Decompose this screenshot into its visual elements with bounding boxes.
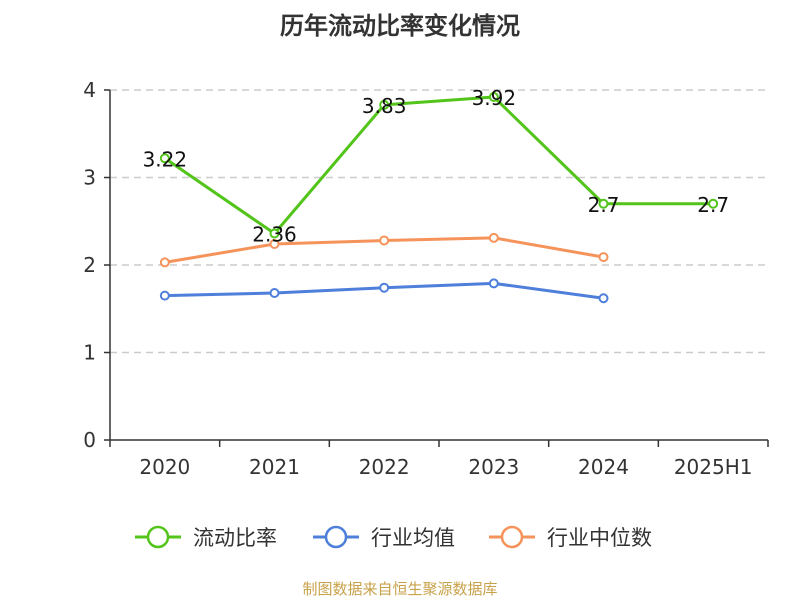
legend[interactable]: 流动比率 行业均值 行业中位数 — [135, 525, 652, 550]
data-point[interactable] — [269, 239, 280, 249]
axes: 0 1 2 3 4 2020 2021 2022 2023 2024 2025H1 — [83, 78, 769, 479]
data-label: 2.36 — [252, 223, 297, 247]
x-tick-label-2023: 2023 — [468, 455, 519, 479]
data-label: 2.7 — [697, 193, 729, 217]
data-point[interactable] — [159, 153, 170, 164]
x-tick-label-2022: 2022 — [359, 455, 410, 479]
data-label: 2.7 — [588, 193, 620, 217]
series-line-0 — [163, 95, 714, 235]
x-tick-label-2020: 2020 — [139, 455, 190, 479]
data-point[interactable] — [269, 228, 280, 239]
data-point[interactable] — [708, 198, 719, 209]
data-label: 3.92 — [472, 86, 517, 110]
legend-item-1[interactable]: 行业均值 — [313, 525, 455, 550]
y-tick-label-2: 2 — [83, 253, 96, 277]
legend-label: 流动比率 — [193, 526, 277, 550]
data-label: 3.22 — [143, 147, 188, 171]
x-tick-label-2024: 2024 — [578, 455, 629, 479]
legend-marker-icon — [324, 525, 348, 549]
x-tick-label-2021: 2021 — [249, 455, 300, 479]
data-point[interactable] — [488, 232, 499, 243]
y-tick-label-1: 1 — [83, 341, 96, 365]
chart-title: 历年流动比率变化情况 — [280, 12, 520, 40]
data-point[interactable] — [598, 198, 609, 209]
data-point[interactable] — [269, 288, 280, 298]
y-tick-label-4: 4 — [83, 78, 96, 102]
source-note: 制图数据来自恒生聚源数据库 — [302, 580, 498, 598]
legend-label: 行业均值 — [371, 526, 455, 550]
data-labels: 3.22 2.36 3.83 3.92 2.7 2.7 — [143, 86, 730, 247]
series-lines — [159, 92, 719, 304]
data-point[interactable] — [379, 235, 390, 246]
legend-item-2[interactable]: 行业中位数 — [489, 525, 652, 550]
data-point[interactable] — [488, 278, 499, 289]
data-point[interactable] — [159, 257, 170, 268]
grid-lines — [110, 89, 768, 354]
data-point[interactable] — [598, 293, 609, 304]
data-point[interactable] — [379, 99, 390, 110]
legend-marker-icon — [146, 525, 170, 549]
data-point[interactable] — [159, 290, 170, 301]
legend-label: 行业中位数 — [547, 526, 652, 550]
data-point[interactable] — [488, 92, 499, 102]
legend-item-0[interactable]: 流动比率 — [135, 525, 277, 550]
data-point[interactable] — [598, 252, 609, 263]
legend-marker-icon — [500, 525, 524, 549]
data-point[interactable] — [379, 282, 390, 293]
x-tick-label-2025H1: 2025H1 — [674, 455, 753, 479]
y-tick-label-0: 0 — [83, 428, 96, 452]
y-tick-label-3: 3 — [83, 166, 96, 190]
data-label: 3.83 — [362, 94, 407, 118]
